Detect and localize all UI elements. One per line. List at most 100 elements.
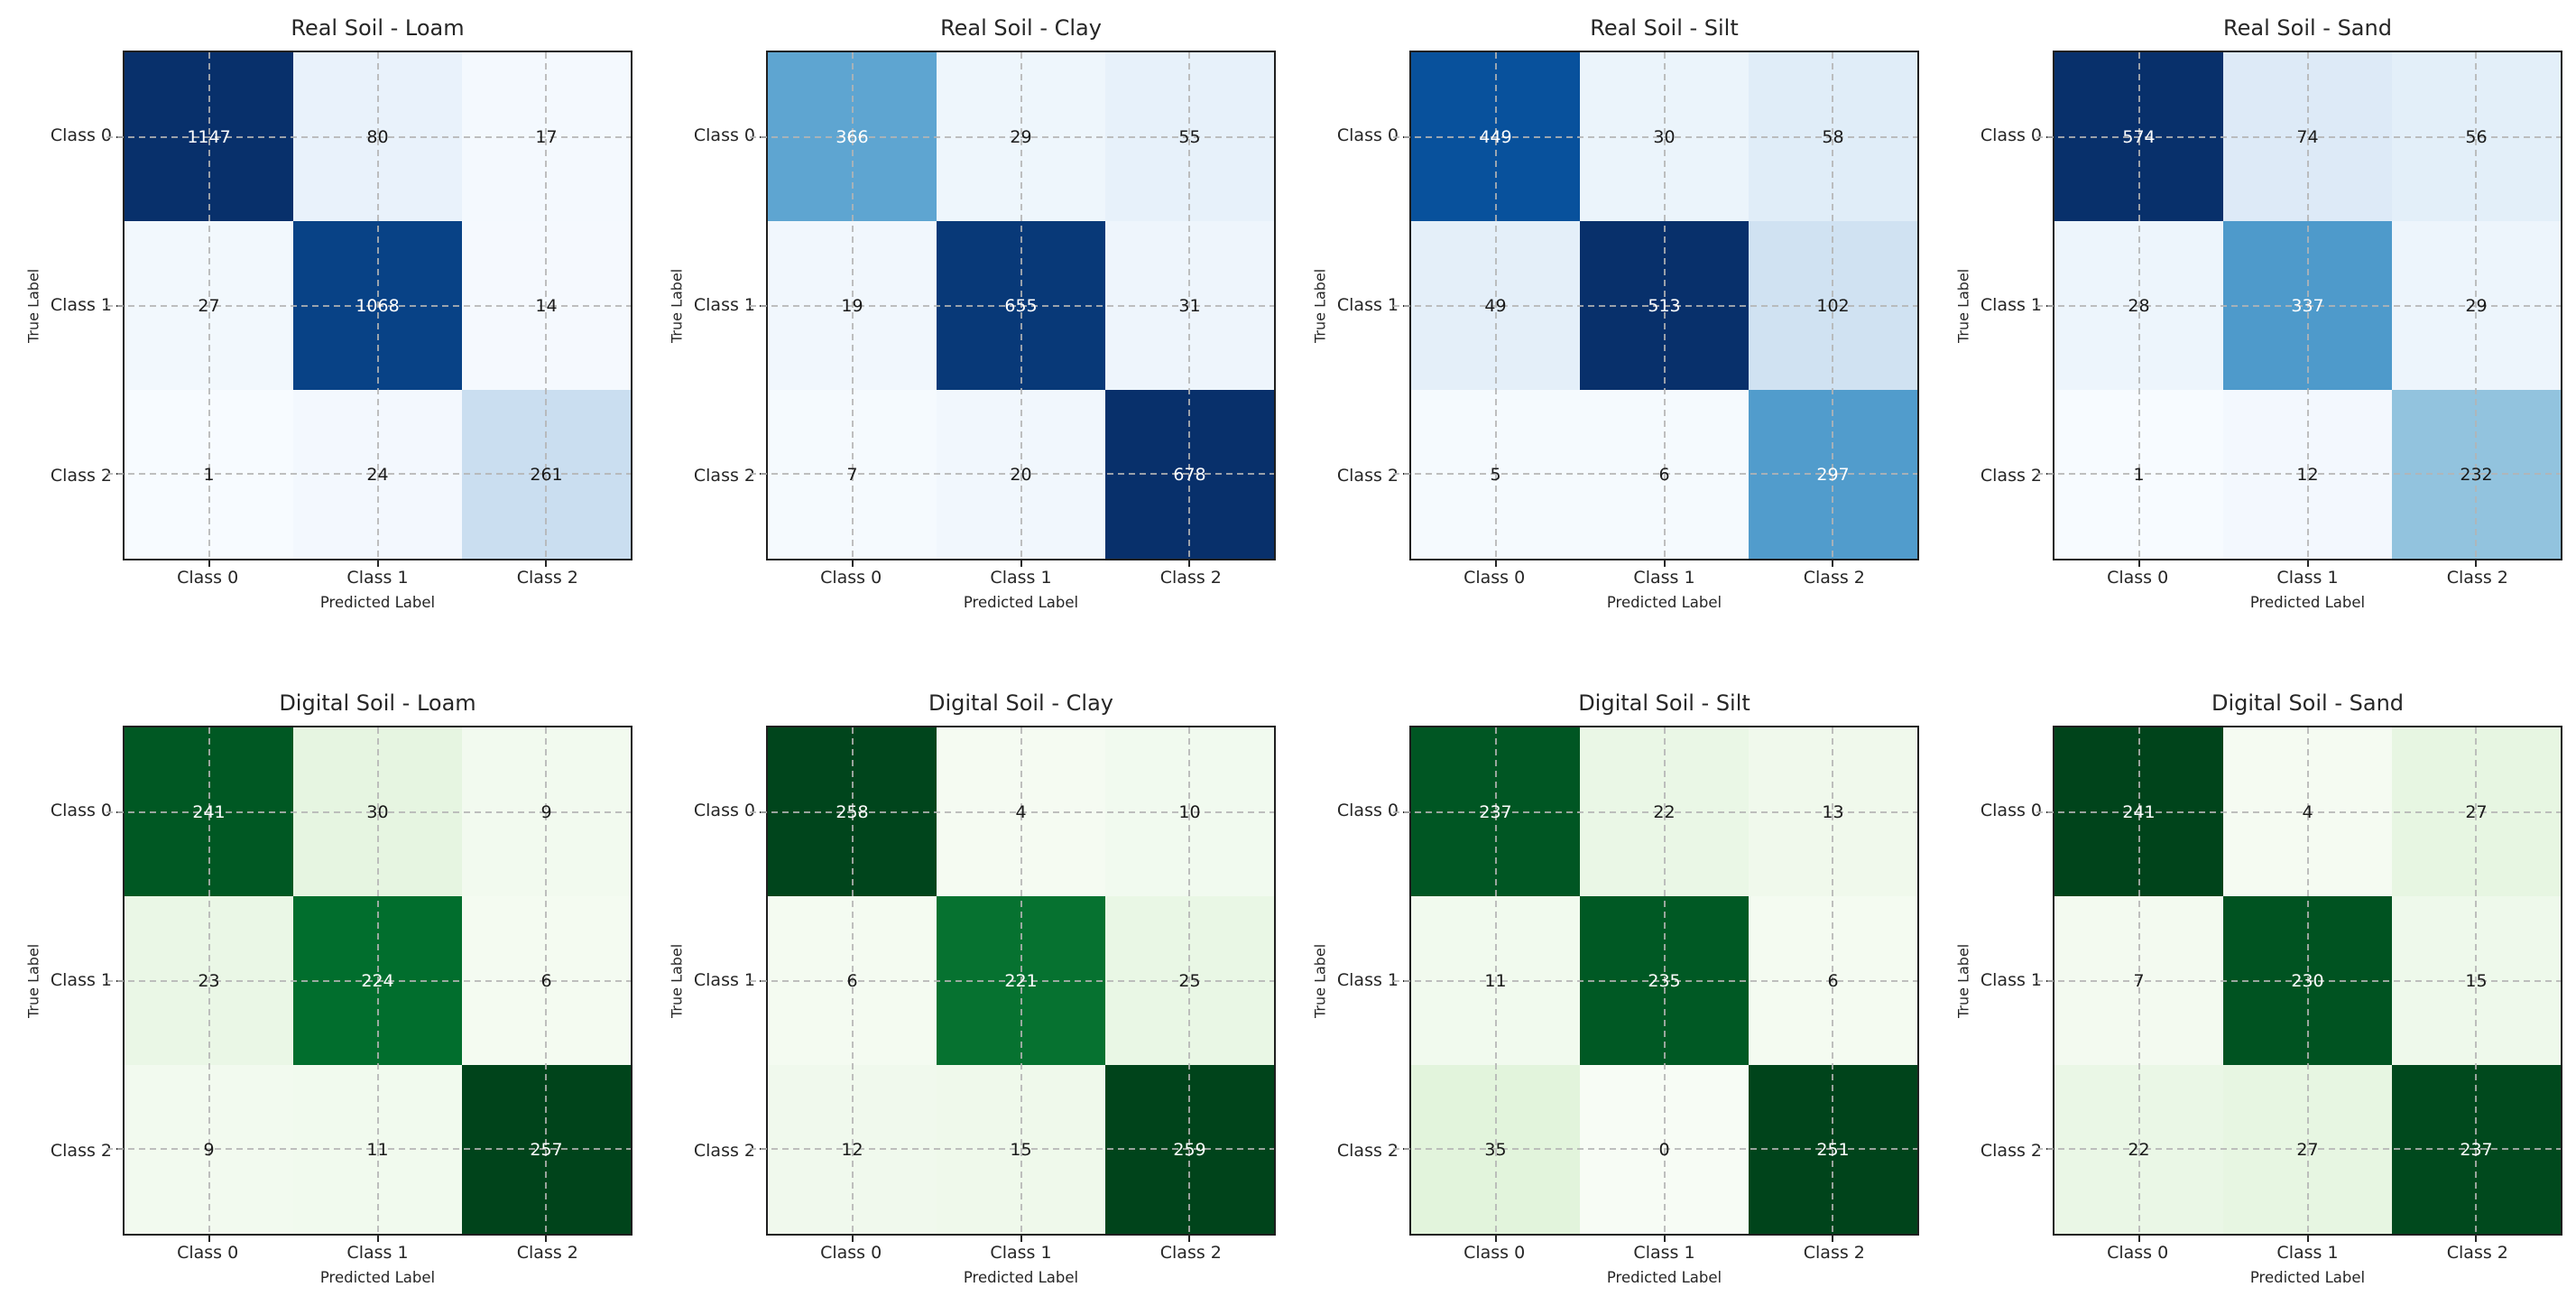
gridline-vertical [545,727,548,1234]
x-tick-label: Class 1 [1633,568,1695,588]
cell-value: 10 [1178,801,1201,822]
cell-value: 7 [846,464,858,485]
plot-area: Real Soil - Loam True Label Class 0 Class… [18,5,643,611]
x-tick-mark [1494,1235,1497,1242]
plot-area: Digital Soil - Loam True Label Class 0 Cl… [18,681,643,1286]
cell-value: 241 [192,801,226,822]
panel-title: Real Soil - Silt [1590,15,1739,41]
cell-value: 257 [530,1139,563,1160]
y-tick-label: Class 1 [1980,295,2042,316]
x-tick-label: Class 2 [2446,568,2508,588]
y-tick-label: Class 0 [1980,801,2042,821]
y-tick-labels: Class 0 Class 1 Class 2 [1979,726,2053,1236]
y-tick-labels: Class 0 Class 1 Class 2 [692,51,766,560]
cell-value: 49 [1484,295,1507,316]
cell-value: 6 [1827,970,1839,991]
confusion-matrix-panel: Real Soil - Sand True Label Class 0 Class… [1930,5,2573,611]
y-tick-labels: Class 0 Class 1 Class 2 [1979,51,2053,560]
y-axis-label: True Label [24,268,42,343]
y-tick-label: Class 1 [693,970,755,991]
x-tick-labels: Class 0 Class 1 Class 2 [766,560,1276,588]
panel-title: Digital Soil - Sand [2211,690,2405,716]
cell-value: 27 [2296,1139,2319,1160]
cell-value: 80 [366,126,389,147]
cell-value: 30 [366,801,389,822]
heatmap: 237 22 13 11 235 6 35 0 251 [1393,726,1919,1242]
cell-value: 1 [2133,464,2145,485]
y-tick-label: Class 2 [50,1140,112,1161]
cell-value: 251 [1816,1139,1850,1160]
confusion-matrix-panel: Digital Soil - Loam True Label Class 0 Cl… [0,681,643,1286]
panel-title: Digital Soil - Loam [279,690,476,716]
cell-value: 1 [203,464,215,485]
x-tick-mark [2306,1235,2309,1242]
plot-area: Real Soil - Silt True Label Class 0 Class… [1305,5,1930,611]
x-axis-label: Predicted Label [2249,594,2366,611]
panel-title: Real Soil - Sand [2223,15,2392,41]
y-tick-label: Class 0 [1980,125,2042,146]
x-tick-label: Class 1 [1633,1243,1695,1263]
x-tick-label: Class 2 [516,1243,578,1263]
panel-title: Digital Soil - Clay [928,690,1113,716]
cell-value: 261 [530,464,563,485]
y-tick-label: Class 0 [50,125,112,146]
y-tick-label: Class 0 [1336,801,1399,821]
x-axis-label: Predicted Label [2249,1269,2366,1286]
x-tick-label: Class 2 [1159,568,1222,588]
x-tick-label: Class 2 [516,568,578,588]
cell-value: 513 [1648,295,1681,316]
cell-value: 19 [841,295,863,316]
plot-area: Real Soil - Sand True Label Class 0 Class… [1948,5,2573,611]
confusion-matrix-panel: Real Soil - Clay True Label Class 0 Class… [643,5,1287,611]
plot-area: Digital Soil - Sand True Label Class 0 Cl… [1948,681,2573,1286]
cell-value: 29 [1010,126,1032,147]
cell-value: 6 [540,970,552,991]
gridline-horizontal [750,979,1274,982]
cell-value: 4 [1015,801,1027,822]
x-tick-mark [208,1235,210,1242]
cell-value: 20 [1010,464,1032,485]
gridline-horizontal [2036,810,2561,813]
cell-value: 74 [2296,126,2319,147]
gridline-horizontal [106,979,631,982]
cell-value: 30 [1653,126,1676,147]
x-tick-label: Class 0 [820,1243,882,1263]
cell-value: 297 [1816,464,1850,485]
cell-value: 15 [2465,970,2488,991]
x-tick-labels: Class 0 Class 1 Class 2 [2053,560,2562,588]
x-tick-mark [1663,1235,1666,1242]
x-tick-label: Class 1 [990,568,1052,588]
panel-title: Real Soil - Clay [940,15,1102,41]
y-tick-label: Class 2 [693,1140,755,1161]
gridline-vertical [545,52,548,559]
cell-value: 23 [198,970,220,991]
plot-area: Digital Soil - Silt True Label Class 0 Cl… [1305,681,1930,1286]
gridline-horizontal [750,473,1274,476]
x-tick-mark [2137,1235,2140,1242]
y-axis-label: True Label [1311,943,1329,1018]
cell-value: 35 [1484,1139,1507,1160]
cell-value: 237 [2460,1139,2493,1160]
gridline-horizontal [106,1148,631,1151]
gridline-vertical [1832,727,1834,1234]
gridline-horizontal [750,1148,1274,1151]
x-tick-mark [1832,1235,1834,1242]
y-tick-label: Class 1 [1980,970,2042,991]
cell-value: 655 [1004,295,1038,316]
cell-value: 230 [2291,970,2324,991]
x-tick-label: Class 2 [2446,1243,2508,1263]
x-tick-labels: Class 0 Class 1 Class 2 [123,1236,632,1263]
y-tick-label: Class 1 [693,295,755,316]
cell-value: 232 [2460,464,2493,485]
y-tick-label: Class 2 [1336,1140,1399,1161]
cell-value: 241 [2122,801,2156,822]
y-tick-label: Class 2 [50,465,112,486]
gridline-horizontal [1393,1148,1917,1151]
gridline-vertical [2475,727,2478,1234]
y-tick-labels: Class 0 Class 1 Class 2 [49,726,123,1236]
y-tick-labels: Class 0 Class 1 Class 2 [49,51,123,560]
x-tick-mark [1494,560,1497,567]
heatmap: 574 74 56 28 337 29 1 12 232 [2036,51,2562,567]
confusion-matrix-panel: Digital Soil - Sand True Label Class 0 Cl… [1930,681,2573,1286]
x-tick-label: Class 0 [1463,1243,1526,1263]
